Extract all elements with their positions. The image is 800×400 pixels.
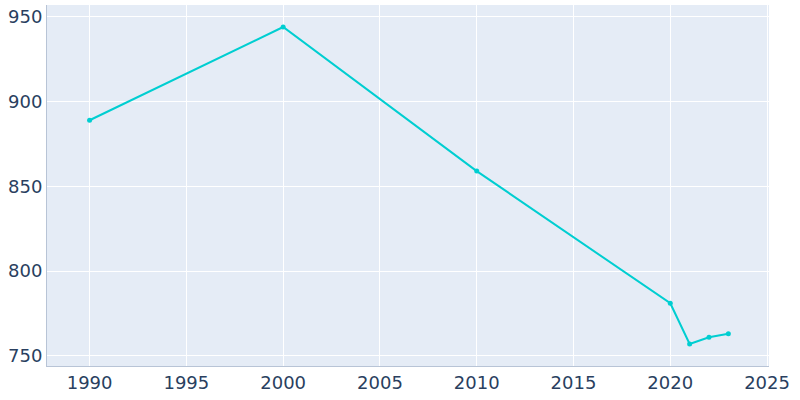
svg-text:2005: 2005 — [357, 372, 403, 393]
svg-text:1995: 1995 — [163, 372, 209, 393]
svg-text:800: 800 — [8, 260, 42, 281]
svg-text:2025: 2025 — [744, 372, 790, 393]
svg-text:2000: 2000 — [260, 372, 306, 393]
svg-text:950: 950 — [8, 6, 42, 27]
svg-text:2010: 2010 — [454, 372, 500, 393]
svg-text:900: 900 — [8, 91, 42, 112]
svg-text:2015: 2015 — [551, 372, 597, 393]
svg-text:850: 850 — [8, 176, 42, 197]
svg-text:2020: 2020 — [647, 372, 693, 393]
svg-text:1990: 1990 — [67, 372, 113, 393]
svg-text:750: 750 — [8, 345, 42, 366]
